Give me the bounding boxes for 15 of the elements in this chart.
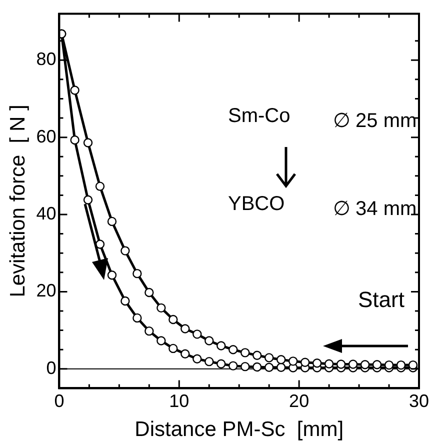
annotation: Sm-Co (228, 105, 290, 128)
y-tick-label: 20 (36, 280, 56, 301)
x-tick-label: 30 (408, 390, 430, 411)
y-tick-label: 0 (46, 358, 56, 378)
y-tick-label: 40 (36, 203, 56, 224)
y-axis-title: Levitation force [ N ] (6, 104, 30, 298)
y-tick-label: 80 (36, 49, 56, 70)
annotation: Start (358, 287, 404, 313)
x-tick-label: 20 (289, 390, 310, 411)
annotation: ∅ 34 mm (333, 197, 417, 221)
y-tick-label: 60 (36, 126, 56, 146)
annotation: YBCO (228, 193, 285, 216)
x-axis-title: Distance PM-Sc [mm] (134, 418, 344, 442)
annotation: ∅ 25 mm (333, 109, 417, 133)
x-tick-label: 10 (169, 390, 190, 411)
